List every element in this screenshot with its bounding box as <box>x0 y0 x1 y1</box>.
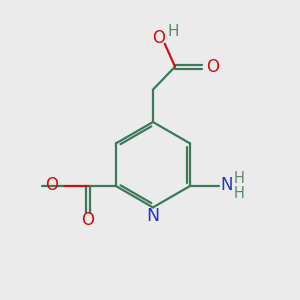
Text: O: O <box>152 29 165 47</box>
Text: H: H <box>233 171 244 186</box>
Text: H: H <box>233 186 244 201</box>
Text: H: H <box>168 24 179 39</box>
Text: O: O <box>45 176 58 194</box>
Text: N: N <box>220 176 233 194</box>
Text: O: O <box>82 211 94 229</box>
Text: N: N <box>146 207 160 225</box>
Text: O: O <box>206 58 219 76</box>
